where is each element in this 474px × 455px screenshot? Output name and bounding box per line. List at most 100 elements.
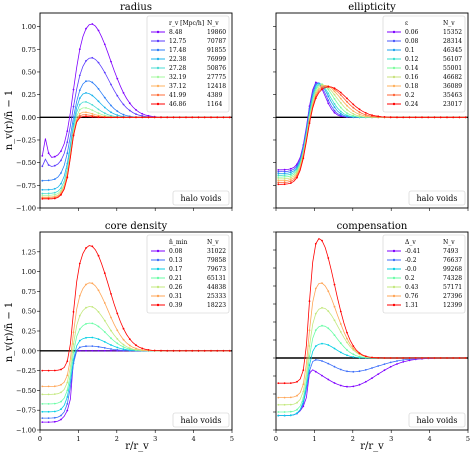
data-point [396, 116, 398, 119]
data-point [333, 305, 336, 308]
panel-core-density: core density −1.00 −0.75 −0.50 −0.25 0.00 0.25… [16, 221, 234, 443]
data-point [327, 327, 330, 330]
data-point [66, 389, 69, 392]
data-point [60, 400, 62, 403]
data-point [277, 170, 280, 173]
legend-param-value: 0.76 [405, 293, 419, 300]
legend-marker [156, 276, 160, 280]
data-point [110, 111, 112, 114]
data-point [97, 338, 100, 340]
data-point [60, 187, 62, 190]
data-point [141, 115, 144, 117]
x-tick-label: 3 [389, 435, 393, 443]
data-point [302, 157, 305, 160]
data-point [78, 328, 81, 330]
data-point [222, 349, 225, 352]
data-point [321, 88, 323, 91]
data-point [78, 349, 81, 352]
data-point [458, 357, 461, 359]
data-point [53, 420, 56, 423]
data-point [53, 416, 56, 419]
data-point [277, 382, 280, 385]
data-point [147, 116, 150, 119]
data-point [47, 385, 50, 388]
data-point [333, 365, 336, 368]
data-point [346, 341, 348, 344]
data-point [66, 409, 69, 412]
data-point [41, 421, 44, 423]
panel-ellipticity: ellipticity halo voids ε N_v 0.06 15352 0.08 28… [273, 2, 469, 211]
panel-title: radius [120, 2, 152, 13]
data-point [358, 355, 361, 358]
data-point [371, 114, 373, 116]
data-point [333, 98, 336, 100]
data-point [66, 396, 69, 398]
legend-marker [156, 285, 160, 289]
legend-count-header: N_v [443, 239, 455, 246]
data-point [116, 110, 119, 113]
legend-marker [392, 84, 396, 88]
data-point [346, 354, 348, 357]
data-point [116, 116, 119, 119]
data-point [283, 183, 286, 186]
label-box [408, 412, 466, 428]
data-point [53, 164, 56, 167]
data-point [314, 89, 317, 91]
legend-marker [156, 66, 160, 70]
data-point [289, 403, 292, 406]
legend-marker [156, 294, 160, 298]
xlabel-right: r/r_v [360, 441, 384, 452]
data-point [78, 294, 81, 297]
data-point [333, 334, 336, 336]
data-point [427, 116, 430, 119]
legend-marker [156, 258, 160, 262]
data-point [60, 194, 62, 196]
x-tick-label: 1 [312, 435, 316, 443]
data-point [97, 108, 100, 111]
y-tick-label: 1.00 [22, 268, 36, 276]
series-group [277, 81, 467, 186]
y-tick-label: 0.75 [22, 288, 36, 296]
data-point [314, 312, 317, 315]
data-point [103, 116, 106, 119]
data-point [110, 344, 112, 346]
y-tick-label: −0.75 [16, 407, 36, 415]
legend-marker [156, 39, 160, 43]
data-point [277, 183, 280, 186]
data-point [66, 141, 69, 144]
legend-param-header: Δ_v [405, 239, 416, 246]
data-point [358, 352, 361, 354]
data-point [128, 116, 131, 119]
legend-count-value: 15352 [443, 29, 462, 36]
legend-count-value: 76637 [443, 257, 462, 264]
data-point [103, 71, 106, 74]
data-point [358, 113, 361, 116]
legend-marker [156, 267, 160, 271]
legend-param-header: ε [405, 20, 408, 27]
data-point [308, 364, 311, 366]
data-point [66, 403, 69, 405]
data-point [91, 322, 94, 325]
panel-title: compensation [337, 221, 408, 232]
data-point [66, 360, 69, 363]
data-point [302, 405, 305, 408]
data-point [346, 112, 348, 114]
data-point [427, 357, 430, 359]
data-point [408, 116, 411, 119]
data-point [414, 357, 417, 359]
data-point [308, 345, 311, 347]
legend-param-value: 0.26 [169, 284, 183, 291]
data-point [91, 109, 94, 112]
legend-marker [156, 249, 160, 253]
data-point [333, 382, 336, 384]
data-point [289, 178, 292, 181]
data-point [116, 114, 119, 116]
legend-count-value: 28314 [443, 38, 462, 45]
series-line-32.19 [42, 107, 230, 196]
data-point [122, 116, 125, 119]
legend-marker [156, 93, 160, 97]
legend-param-value: -0.41 [405, 248, 420, 255]
series-line-27.28 [42, 101, 230, 194]
data-point [302, 383, 305, 386]
data-point [352, 356, 355, 358]
